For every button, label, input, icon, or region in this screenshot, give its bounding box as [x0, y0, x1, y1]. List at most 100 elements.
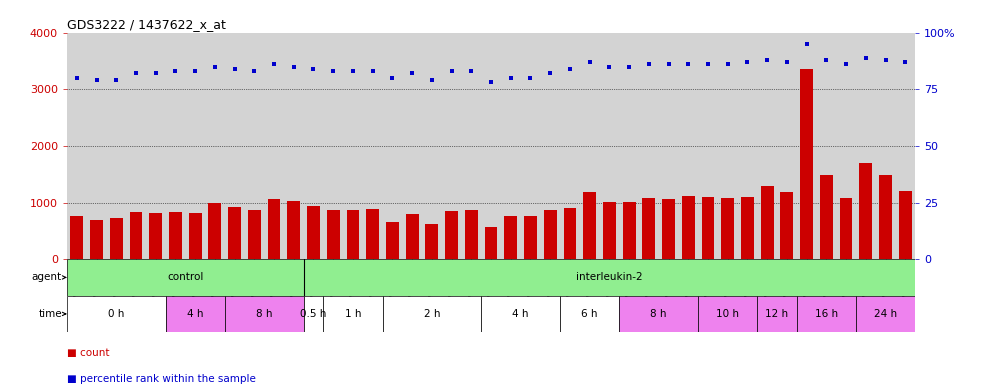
Bar: [619, 296, 698, 332]
Text: time: time: [38, 309, 62, 319]
Text: 8 h: 8 h: [650, 309, 667, 319]
Point: [641, 61, 656, 68]
Point: [601, 64, 617, 70]
Point: [542, 70, 558, 76]
Bar: [287, 201, 300, 259]
Text: 0.5 h: 0.5 h: [300, 309, 327, 319]
Bar: [71, 216, 84, 259]
Text: ■ count: ■ count: [67, 348, 109, 358]
Bar: [445, 211, 458, 259]
Bar: [327, 210, 339, 259]
Bar: [91, 220, 103, 259]
Point: [128, 70, 144, 76]
Bar: [224, 296, 304, 332]
Point: [345, 68, 361, 74]
Bar: [761, 185, 773, 259]
Bar: [643, 198, 655, 259]
Point: [483, 79, 499, 86]
Point: [306, 66, 322, 72]
Bar: [346, 210, 359, 259]
Text: 8 h: 8 h: [256, 309, 273, 319]
Point: [838, 61, 854, 68]
Point: [108, 77, 124, 83]
Bar: [189, 214, 202, 259]
Text: agent: agent: [31, 272, 62, 283]
Point: [444, 68, 460, 74]
Bar: [584, 192, 596, 259]
Bar: [130, 212, 143, 259]
Bar: [698, 296, 758, 332]
Point: [720, 61, 736, 68]
Bar: [209, 203, 221, 259]
Text: 0 h: 0 h: [108, 309, 124, 319]
Bar: [425, 223, 438, 259]
Text: 1 h: 1 h: [344, 309, 361, 319]
Bar: [758, 296, 797, 332]
Bar: [304, 259, 915, 296]
Bar: [150, 214, 162, 259]
Bar: [405, 214, 418, 259]
Point: [878, 57, 893, 63]
Point: [424, 77, 440, 83]
Bar: [248, 210, 261, 259]
Bar: [481, 296, 560, 332]
Point: [385, 75, 400, 81]
Bar: [859, 163, 872, 259]
Bar: [484, 227, 498, 259]
Point: [207, 64, 222, 70]
Bar: [702, 197, 714, 259]
Bar: [324, 296, 383, 332]
Point: [799, 41, 815, 47]
Point: [69, 75, 85, 81]
Bar: [820, 175, 832, 259]
Bar: [386, 222, 399, 259]
Point: [858, 55, 874, 61]
Bar: [780, 192, 793, 259]
Point: [89, 77, 104, 83]
Point: [897, 59, 913, 65]
Bar: [228, 207, 241, 259]
Text: 12 h: 12 h: [766, 309, 788, 319]
Bar: [564, 208, 577, 259]
Bar: [603, 202, 616, 259]
Bar: [110, 218, 123, 259]
Bar: [898, 191, 911, 259]
Point: [819, 57, 834, 63]
Bar: [268, 199, 280, 259]
Bar: [662, 199, 675, 259]
Point: [365, 68, 381, 74]
Text: 2 h: 2 h: [423, 309, 440, 319]
Point: [326, 68, 341, 74]
Point: [760, 57, 775, 63]
Point: [226, 66, 242, 72]
Bar: [505, 216, 518, 259]
Bar: [682, 196, 695, 259]
Point: [266, 61, 281, 68]
Text: ■ percentile rank within the sample: ■ percentile rank within the sample: [67, 374, 256, 384]
Point: [404, 70, 420, 76]
Bar: [366, 209, 379, 259]
Text: GDS3222 / 1437622_x_at: GDS3222 / 1437622_x_at: [67, 18, 225, 31]
Bar: [800, 70, 813, 259]
Point: [246, 68, 262, 74]
Point: [286, 64, 302, 70]
Bar: [165, 296, 224, 332]
Bar: [524, 216, 537, 259]
Text: 10 h: 10 h: [716, 309, 739, 319]
Text: 24 h: 24 h: [874, 309, 897, 319]
Text: control: control: [167, 272, 204, 283]
Point: [503, 75, 519, 81]
Bar: [721, 198, 734, 259]
Point: [582, 59, 597, 65]
Bar: [383, 296, 481, 332]
Bar: [839, 198, 852, 259]
Bar: [856, 296, 915, 332]
Bar: [67, 296, 165, 332]
Point: [187, 68, 203, 74]
Bar: [560, 296, 619, 332]
Bar: [797, 296, 856, 332]
Text: 4 h: 4 h: [187, 309, 204, 319]
Point: [167, 68, 183, 74]
Bar: [304, 296, 324, 332]
Point: [680, 61, 696, 68]
